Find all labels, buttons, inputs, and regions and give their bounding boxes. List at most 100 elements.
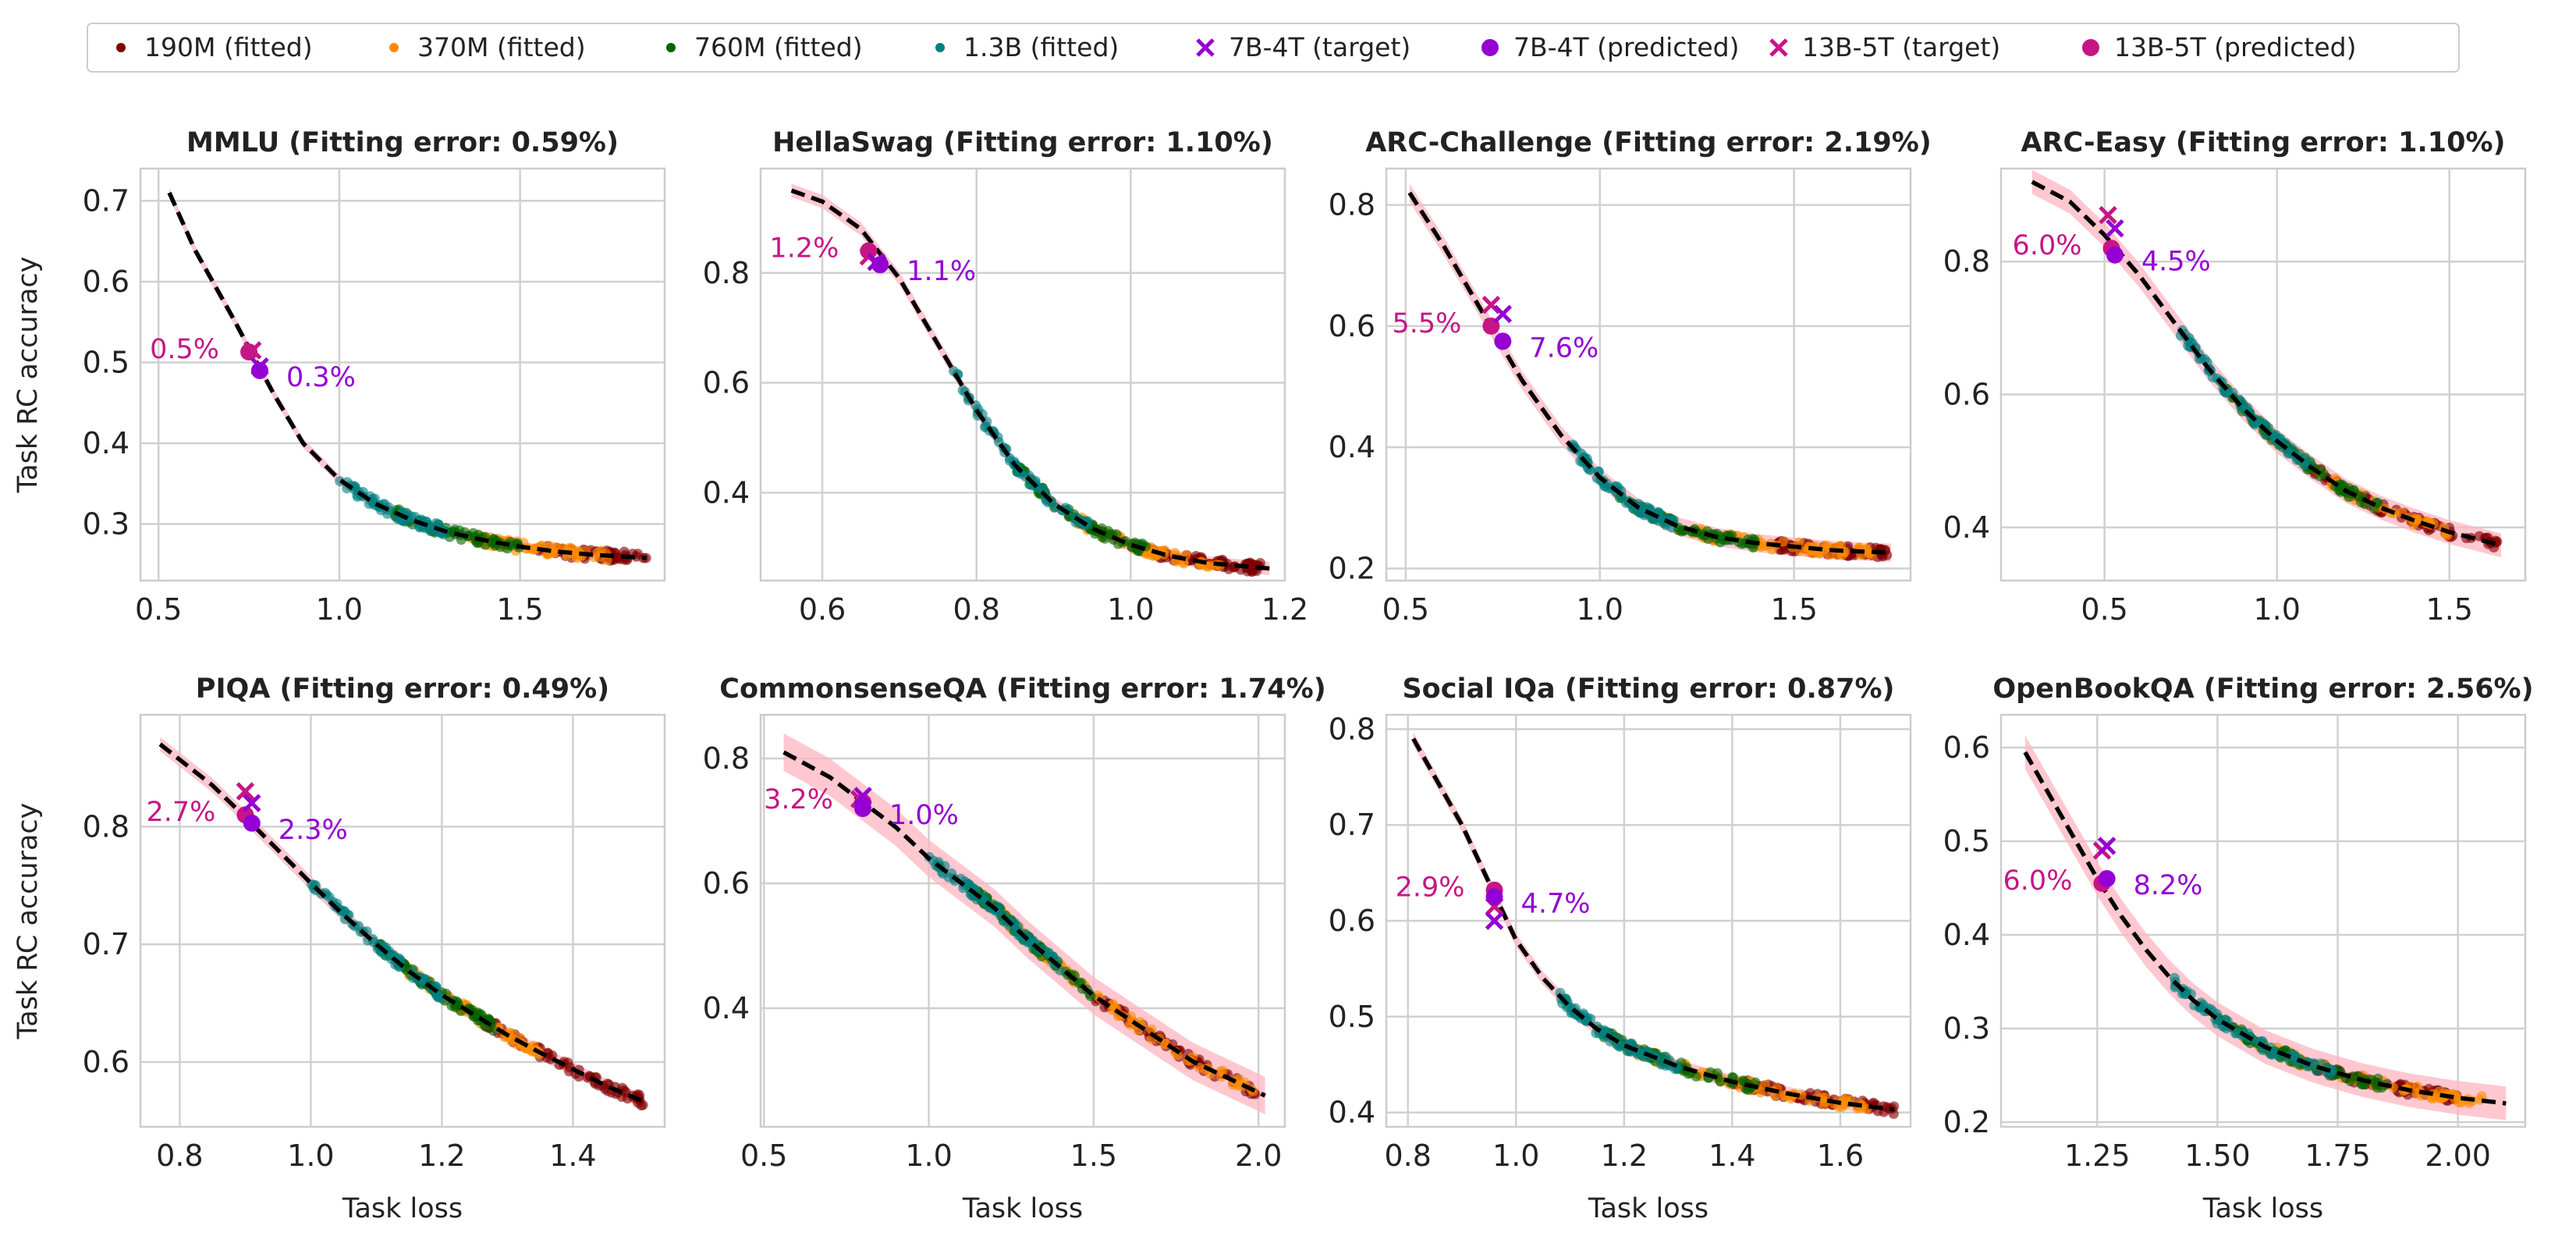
error-label-13b: 2.7%	[146, 797, 215, 828]
x-tick-label: 1.2	[1601, 1139, 1648, 1173]
x-tick-label: 0.8	[1384, 1139, 1431, 1173]
y-tick-label: 0.6	[1943, 378, 1990, 412]
legend-marker-x	[1769, 38, 1788, 57]
fitted-point-370m	[1818, 1099, 1829, 1110]
target-point-7b	[243, 794, 261, 812]
panel-4: 0.8 1.0 1.2 1.4 0.6 0.7 0.8 PIQA (Fitting error…	[12, 673, 666, 1224]
prediction-band	[1413, 732, 1895, 1117]
x-tick-label: 1.5	[1770, 592, 1817, 627]
x-tick-label: 1.5	[1070, 1139, 1117, 1173]
legend-label: 13B-5T (target)	[1802, 32, 2000, 62]
y-tick-label: 0.8	[1329, 712, 1375, 746]
fitted-point-370m	[2411, 1089, 2422, 1100]
fitted-point-1.3b	[2169, 972, 2180, 983]
x-tick-label: 0.8	[156, 1139, 203, 1173]
fitted-point-370m	[1146, 1024, 1157, 1035]
y-tick-label: 0.2	[1943, 1105, 1990, 1139]
fitted-point-370m	[1172, 1050, 1183, 1060]
y-tick-label: 0.5	[83, 345, 130, 379]
x-tick-label: 1.4	[1708, 1139, 1755, 1173]
fitted-point-190m	[562, 1057, 573, 1068]
x-tick-label: 1.2	[418, 1139, 465, 1173]
panel-6: 0.8 1.0 1.2 1.4 1.6 0.4 0.5 0.6 0.7 0.8 Social IQa…	[1329, 673, 1912, 1224]
x-tick-label: 1.0	[905, 1139, 952, 1173]
predicted-point-7b	[2098, 870, 2116, 887]
x-tick-label: 0.8	[953, 592, 999, 627]
x-tick-label: 1.0	[1107, 592, 1154, 627]
x-tick-label: 1.75	[2305, 1139, 2371, 1173]
fitted-point-1.3b	[1043, 947, 1054, 958]
fitted-point-370m	[2412, 514, 2423, 525]
y-tick-label: 0.3	[1943, 1011, 1990, 1046]
x-tick-label: 0.5	[2081, 592, 2127, 627]
legend-label: 13B-5T (predicted)	[2114, 32, 2356, 62]
predicted-point-13b	[860, 242, 878, 260]
plot-area	[1999, 167, 2527, 582]
legend-marker-dot	[116, 43, 126, 52]
x-tick-label: 2.0	[1235, 1139, 1282, 1173]
fitted-point-190m	[1242, 566, 1253, 577]
legend: 190M (fitted) 370M (fitted) 760M (fitted) 1…	[87, 23, 2460, 73]
y-tick-label: 0.2	[1329, 551, 1375, 585]
panel-7: 1.25 1.50 1.75 2.00 0.2 0.3 0.4 0.5 0.6OpenBookQ…	[1943, 673, 2534, 1224]
x-tick-label: 1.5	[2426, 592, 2473, 627]
y-tick-label: 0.4	[1943, 918, 1990, 952]
legend-label: 7B-4T (target)	[1229, 32, 1410, 62]
x-axis-label: Task loss	[962, 1193, 1083, 1224]
y-tick-label: 0.6	[703, 366, 750, 400]
fitted-point-760m	[1691, 1071, 1701, 1082]
predicted-point-7b	[2106, 246, 2124, 264]
panel-title: PIQA (Fitting error: 0.49%)	[196, 673, 609, 705]
legend-label: 190M (fitted)	[144, 32, 313, 62]
target-point-13b	[2099, 205, 2117, 225]
legend-marker-x	[1196, 38, 1215, 57]
y-tick-label: 0.7	[83, 927, 130, 961]
x-tick-label: 0.5	[1382, 592, 1429, 627]
error-label-13b: 1.2%	[769, 233, 839, 265]
panel-title: ARC-Challenge (Fitting error: 2.19%)	[1365, 127, 1932, 158]
fitted-point-1.3b	[2326, 1064, 2336, 1075]
fit-line	[2023, 751, 2507, 1106]
x-axis-label: Task loss	[2202, 1193, 2323, 1224]
panel-1: 0.6 0.8 1.0 1.2 0.4 0.6 0.8 HellaSwag (Fitting …	[703, 127, 1309, 627]
panel-title: CommonsenseQA (Fitting error: 1.74%)	[719, 673, 1325, 705]
x-axis-label: Task loss	[1588, 1193, 1708, 1224]
x-tick-label: 0.5	[135, 592, 182, 627]
x-tick-label: 1.0	[287, 1139, 334, 1173]
panel-title: MMLU (Fitting error: 0.59%)	[186, 127, 619, 158]
fitted-point-760m	[2336, 479, 2347, 490]
y-tick-label: 0.4	[1329, 1096, 1375, 1130]
fitted-point-370m	[1217, 1065, 1228, 1076]
fitted-point-1.3b	[2212, 1018, 2223, 1029]
plot-area	[139, 713, 666, 1128]
x-tick-label: 1.2	[1261, 592, 1308, 627]
x-tick-label: 0.6	[799, 592, 846, 627]
error-label-7b: 8.2%	[2134, 870, 2203, 901]
panel-title: Social IQa (Fitting error: 0.87%)	[1402, 673, 1894, 705]
y-tick-label: 0.6	[1329, 904, 1375, 938]
target-point-7b	[2097, 837, 2117, 855]
error-label-13b: 3.2%	[764, 784, 833, 815]
predicted-point-7b	[854, 800, 872, 817]
x-tick-label: 1.5	[496, 592, 543, 627]
y-tick-label: 0.6	[1943, 730, 1990, 765]
target-point-7b	[2106, 218, 2124, 238]
fitted-point-370m	[506, 1028, 517, 1039]
legend-label: 1.3B (fitted)	[963, 32, 1119, 62]
target-point-13b	[243, 341, 262, 360]
fitted-point-370m	[1126, 1011, 1137, 1022]
x-axis-label: Task loss	[342, 1193, 463, 1224]
panel-title: OpenBookQA (Fitting error: 2.56%)	[1992, 673, 2533, 705]
error-label-7b: 7.6%	[1529, 332, 1598, 364]
x-tick-label: 1.50	[2184, 1139, 2251, 1173]
prediction-band	[783, 734, 1265, 1114]
fit-line	[790, 188, 1270, 571]
y-tick-label: 0.4	[1329, 430, 1375, 464]
y-tick-label: 0.8	[1943, 244, 1990, 279]
panel-title: ARC-Easy (Fitting error: 1.10%)	[2021, 127, 2505, 158]
legend-marker-dot	[389, 43, 399, 52]
y-tick-label: 0.4	[703, 991, 750, 1025]
y-tick-label: 0.4	[703, 475, 750, 510]
legend-marker-circle	[1481, 39, 1499, 56]
